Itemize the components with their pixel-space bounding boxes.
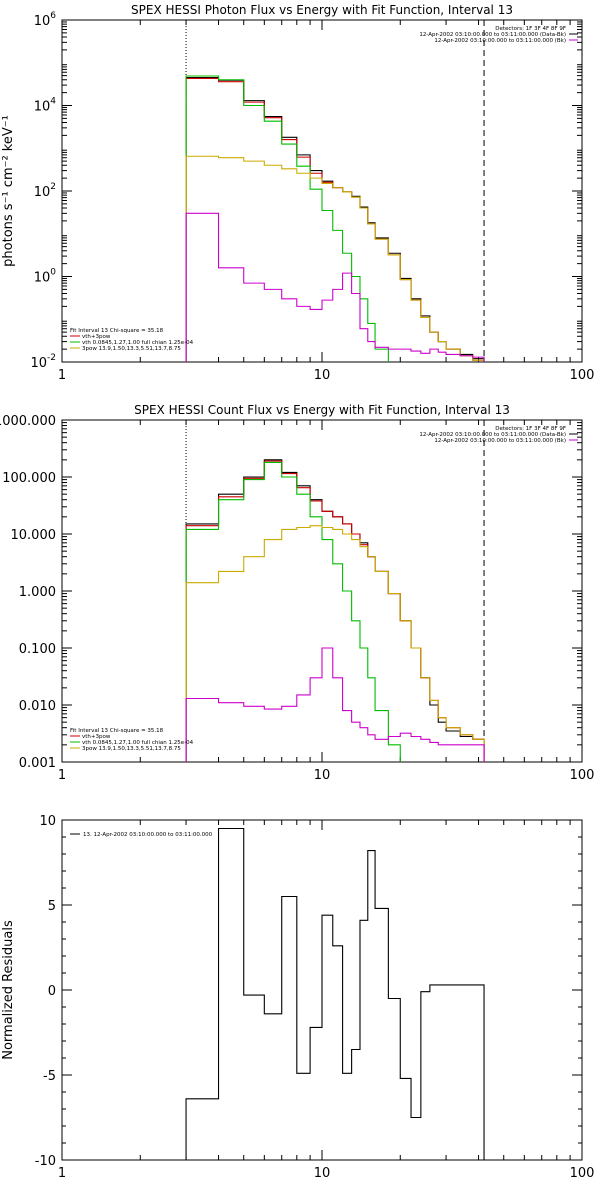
legend-text: vth 0.0845,1.27,1.00 full chian 1.25e-04 — [82, 340, 194, 346]
x-tick-label: 100 — [570, 1166, 595, 1181]
y-tick-label: 0.010 — [19, 699, 56, 714]
series-5-histogram — [185, 212, 485, 362]
series-2-histogram — [185, 460, 485, 762]
series-1-histogram — [185, 459, 485, 762]
series-4-histogram — [185, 525, 485, 762]
legend-text: vth 0.0845,1.27,1.00 full chian 1.25e-04 — [82, 740, 194, 746]
y-tick-label: -5 — [43, 1069, 56, 1084]
legend-text: vth+3pow — [82, 334, 111, 340]
legend-text: 12-Apr-2002 03:10:00.000 to 03:11:00.000… — [419, 32, 566, 38]
legend-text: Detectors: 1F 3F 4F 8F 9F — [495, 26, 566, 32]
y-tick-label: -10 — [35, 1154, 56, 1169]
y-tick-label: 1000.000 — [0, 414, 56, 429]
chart-title: SPEX HESSI Photon Flux vs Energy with Fi… — [131, 3, 513, 17]
legend-text: vth+3pow — [82, 734, 111, 740]
series-3-histogram — [185, 461, 485, 762]
legend-text: 3pow 13.9,1.50,13.3,5.51,13.7,8.75 — [82, 746, 181, 752]
legend-text: 12-Apr-2002 03:10:00.000 to 03:11:00.000… — [434, 38, 566, 44]
chart-panel-2: SPEX HESSI Count Flux vs Energy with Fit… — [0, 403, 595, 783]
legend-text: 12-Apr-2002 03:10:00.000 to 03:11:00.000… — [434, 438, 566, 444]
series-5-histogram — [185, 647, 485, 762]
x-tick-label: 10 — [314, 1166, 331, 1181]
y-tick-label: 102 — [34, 182, 56, 200]
series-4-histogram — [185, 155, 485, 362]
legend-text: Fit Interval 13 Chi-square = 35.18 — [70, 728, 164, 734]
x-tick-label: 10 — [314, 368, 331, 383]
series-3-histogram — [185, 75, 485, 362]
y-tick-label: 10.000 — [11, 528, 57, 543]
legend-text: 13. 12-Apr-2002 03:10:00.000 to 03:11:00… — [83, 832, 213, 838]
chart-panel-1: SPEX HESSI Photon Flux vs Energy with Fi… — [1, 3, 594, 383]
x-tick-label: 10 — [314, 768, 331, 783]
legend-text: Detectors: 1F 3F 4F 8F 9F — [495, 426, 566, 432]
y-axis-label: photons s⁻¹ cm⁻² keV⁻¹ — [1, 115, 16, 267]
legend-text: 12-Apr-2002 03:10:00.000 to 03:11:00.000… — [419, 432, 566, 438]
y-tick-label: 0.001 — [19, 756, 56, 771]
y-tick-label: 10-2 — [30, 353, 56, 371]
y-axis-label: Normalized Residuals — [1, 920, 16, 1060]
x-tick-label: 1 — [58, 1166, 66, 1181]
series-2-histogram — [185, 77, 485, 362]
series-1-histogram — [185, 827, 485, 1160]
chart-title: SPEX HESSI Count Flux vs Energy with Fit… — [134, 403, 510, 417]
x-tick-label: 100 — [570, 768, 595, 783]
legend-text: 3pow 13.9,1.50,13.3,5.51,13.7,8.75 — [82, 346, 181, 352]
plot-frame — [61, 419, 583, 763]
y-tick-label: 100 — [34, 268, 57, 286]
y-tick-label: 1.000 — [19, 585, 56, 600]
y-tick-label: 106 — [34, 11, 57, 29]
x-tick-label: 1 — [58, 768, 66, 783]
y-tick-label: 0 — [48, 984, 56, 999]
legend-text: Fit Interval 13 Chi-square = 35.18 — [70, 328, 164, 334]
y-tick-label: 104 — [34, 97, 57, 115]
y-tick-label: 0.100 — [19, 642, 56, 657]
x-tick-label: 1 — [58, 368, 66, 383]
x-tick-label: 100 — [570, 368, 595, 383]
y-tick-label: 10 — [39, 814, 56, 829]
series-1-histogram — [185, 77, 485, 362]
chart-panel-3: Normalized Residuals 1 10 100 -10 -5 0 5 10 13. 1… — [1, 814, 594, 1181]
y-tick-label: 5 — [48, 899, 56, 914]
y-tick-label: 100.000 — [2, 471, 56, 486]
